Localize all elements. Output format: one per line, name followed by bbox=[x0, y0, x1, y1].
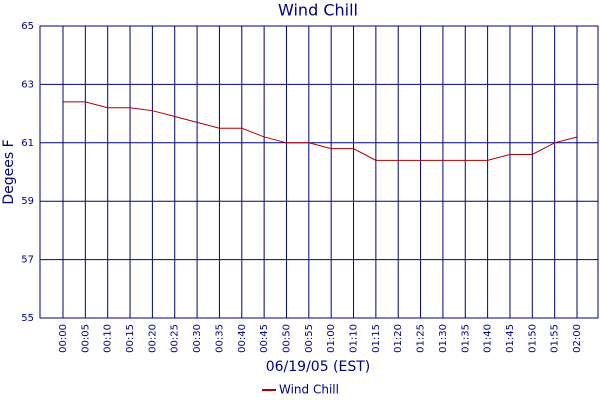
y-tick-label: 55 bbox=[21, 313, 34, 324]
data-line bbox=[63, 101, 578, 161]
x-tick-label: 01:45 bbox=[505, 324, 516, 353]
x-tick-label: 00:45 bbox=[259, 324, 270, 353]
x-tick-label: 01:30 bbox=[438, 324, 449, 353]
x-tick-label: 01:00 bbox=[326, 324, 337, 353]
y-tick-label: 65 bbox=[21, 21, 34, 32]
x-tick-label: 00:25 bbox=[170, 324, 181, 353]
x-tick-label: 01:15 bbox=[371, 324, 382, 353]
x-tick-label: 00:10 bbox=[103, 324, 114, 353]
x-tick-label: 01:20 bbox=[393, 324, 404, 353]
x-tick-label: 00:30 bbox=[192, 324, 203, 353]
x-tick-label: 00:05 bbox=[80, 324, 91, 353]
x-tick-label: 00:35 bbox=[214, 324, 225, 353]
x-tick-label: 01:35 bbox=[460, 324, 471, 353]
x-tick-label: 00:55 bbox=[304, 324, 315, 353]
y-tick-label: 61 bbox=[21, 138, 34, 149]
x-tick-label: 01:40 bbox=[483, 324, 494, 353]
y-axis-label: Degees F bbox=[1, 139, 17, 204]
x-tick-label: 01:25 bbox=[416, 324, 427, 353]
plot-frame bbox=[39, 25, 599, 319]
x-tick-label: 01:55 bbox=[550, 324, 561, 353]
legend-label: Wind Chill bbox=[279, 383, 339, 397]
y-tick-label: 57 bbox=[21, 255, 34, 266]
x-tick-label: 00:20 bbox=[147, 324, 158, 353]
x-tick-label: 00:40 bbox=[237, 324, 248, 353]
y-tick-label: 59 bbox=[21, 196, 34, 207]
x-tick-label: 00:15 bbox=[125, 324, 136, 353]
y-tick-label: 63 bbox=[21, 79, 34, 90]
x-tick-label: 02:00 bbox=[572, 324, 583, 353]
x-tick-label: 01:50 bbox=[527, 324, 538, 353]
x-tick-label: 01:10 bbox=[349, 324, 360, 353]
chart-title: Wind Chill bbox=[278, 1, 358, 20]
x-tick-label: 00:00 bbox=[58, 324, 69, 353]
x-tick-label: 00:50 bbox=[281, 324, 292, 353]
x-axis-label: 06/19/05 (EST) bbox=[266, 359, 371, 375]
